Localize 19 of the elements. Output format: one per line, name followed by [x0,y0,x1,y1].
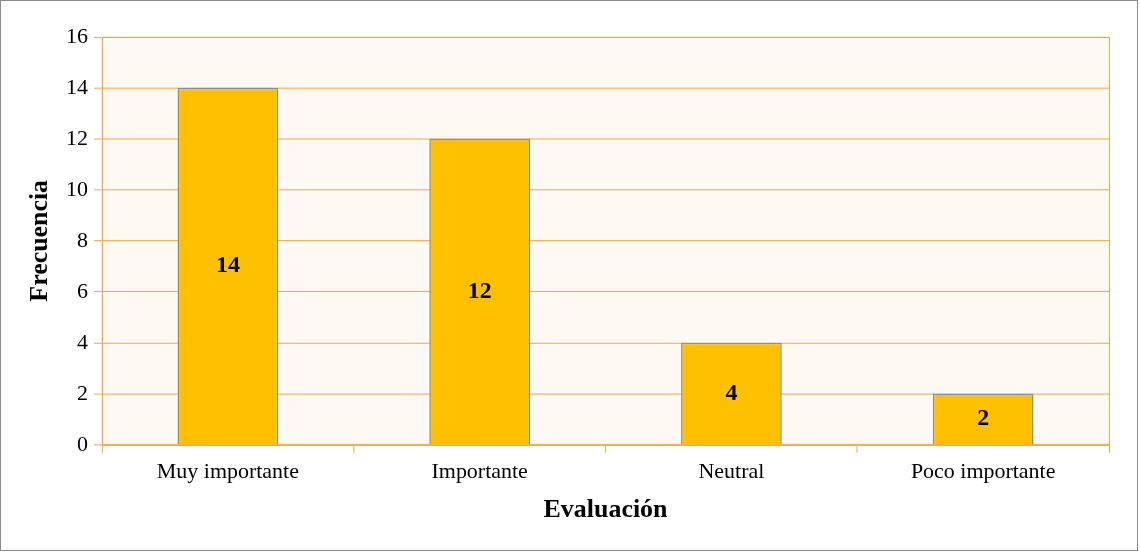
y-tick-label: 0 [77,430,89,456]
y-tick-label: 14 [66,73,89,99]
y-tick-label: 4 [77,328,89,354]
x-tick-label: Poco importante [910,457,1056,483]
data-label: 14 [215,251,240,278]
y-tick-label: 8 [77,226,89,252]
x-tick-label: Neutral [698,457,765,483]
y-tick-label: 10 [66,175,89,201]
data-label: 4 [725,378,738,405]
x-tick-label: Muy importante [156,457,299,483]
data-label: 2 [977,404,990,431]
y-axis-title: Frecuencia [24,179,54,302]
y-tick-label: 16 [66,22,89,48]
x-axis-title: Evaluación [543,494,669,524]
y-tick-label: 6 [77,277,89,303]
y-tick-label: 2 [77,379,89,405]
x-tick-label: Importante [431,457,528,483]
y-tick-label: 12 [66,124,89,150]
data-label: 12 [467,276,492,303]
